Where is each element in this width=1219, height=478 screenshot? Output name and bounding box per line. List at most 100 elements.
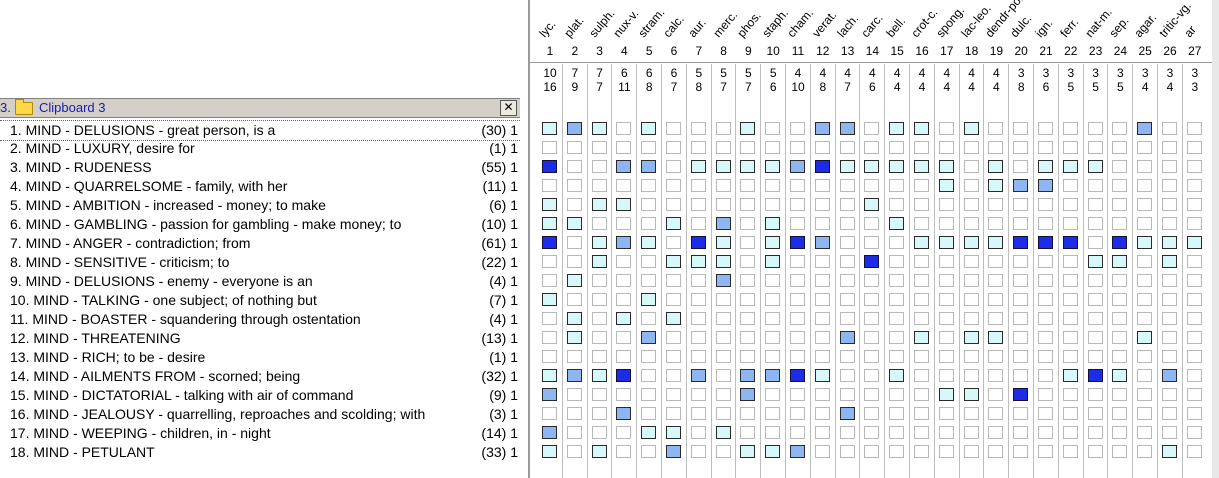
grade-cell[interactable] xyxy=(1187,331,1202,344)
grade-cell[interactable] xyxy=(939,369,954,382)
remedy-abbreviation[interactable]: plat. xyxy=(561,14,586,40)
grade-cell[interactable] xyxy=(641,141,656,154)
grade-cell[interactable] xyxy=(1063,445,1078,458)
grade-cell[interactable] xyxy=(641,426,656,439)
grade-cell[interactable] xyxy=(964,293,979,306)
grade-cell[interactable] xyxy=(840,160,855,173)
grade-cell[interactable] xyxy=(790,445,805,458)
grade-cell[interactable] xyxy=(1038,350,1053,363)
remedy-abbreviation[interactable]: phos. xyxy=(735,9,765,40)
grade-cell[interactable] xyxy=(1013,331,1028,344)
grade-cell[interactable] xyxy=(840,426,855,439)
grade-cell[interactable] xyxy=(815,350,830,363)
grade-cell[interactable] xyxy=(1038,160,1053,173)
grade-cell[interactable] xyxy=(864,445,879,458)
grade-cell[interactable] xyxy=(1013,445,1028,458)
grade-cell[interactable] xyxy=(716,236,731,249)
grade-cell[interactable] xyxy=(666,274,681,287)
grade-cell[interactable] xyxy=(914,445,929,458)
grade-cell[interactable] xyxy=(1088,255,1103,268)
grade-cell[interactable] xyxy=(716,369,731,382)
grade-cell[interactable] xyxy=(1187,445,1202,458)
grade-cell[interactable] xyxy=(616,122,631,135)
grade-cell[interactable] xyxy=(1063,198,1078,211)
grade-cell[interactable] xyxy=(1038,388,1053,401)
grade-cell[interactable] xyxy=(1112,274,1127,287)
grade-cell[interactable] xyxy=(542,141,557,154)
grade-cell[interactable] xyxy=(592,350,607,363)
grade-cell[interactable] xyxy=(666,388,681,401)
grade-cell[interactable] xyxy=(1013,198,1028,211)
grade-cell[interactable] xyxy=(1187,179,1202,192)
grade-cell[interactable] xyxy=(815,331,830,344)
grade-cell[interactable] xyxy=(740,388,755,401)
grade-cell[interactable] xyxy=(964,331,979,344)
grade-cell[interactable] xyxy=(840,445,855,458)
grade-cell[interactable] xyxy=(1038,445,1053,458)
grade-cell[interactable] xyxy=(691,236,706,249)
remedy-abbreviation[interactable]: merc. xyxy=(710,8,740,40)
grade-cell[interactable] xyxy=(988,293,1003,306)
grade-cell[interactable] xyxy=(616,426,631,439)
grade-cell[interactable] xyxy=(567,293,582,306)
grade-cell[interactable] xyxy=(840,198,855,211)
grade-cell[interactable] xyxy=(815,198,830,211)
grade-cell[interactable] xyxy=(1112,369,1127,382)
grade-cell[interactable] xyxy=(716,255,731,268)
grade-cell[interactable] xyxy=(1013,350,1028,363)
grade-cell[interactable] xyxy=(1162,350,1177,363)
grade-cell[interactable] xyxy=(716,331,731,344)
grade-cell[interactable] xyxy=(641,350,656,363)
grade-cell[interactable] xyxy=(765,179,780,192)
grade-cell[interactable] xyxy=(790,255,805,268)
grade-cell[interactable] xyxy=(666,236,681,249)
grade-cell[interactable] xyxy=(616,217,631,230)
grade-cell[interactable] xyxy=(1187,141,1202,154)
grade-cell[interactable] xyxy=(616,274,631,287)
grade-cell[interactable] xyxy=(1162,198,1177,211)
grade-cell[interactable] xyxy=(815,407,830,420)
grade-cell[interactable] xyxy=(592,407,607,420)
grade-cell[interactable] xyxy=(914,369,929,382)
grade-cell[interactable] xyxy=(616,293,631,306)
grade-cell[interactable] xyxy=(1112,141,1127,154)
grade-cell[interactable] xyxy=(592,236,607,249)
grade-cell[interactable] xyxy=(1013,274,1028,287)
grade-cell[interactable] xyxy=(889,198,904,211)
grade-cell[interactable] xyxy=(988,369,1003,382)
grade-cell[interactable] xyxy=(914,293,929,306)
grade-cell[interactable] xyxy=(1088,445,1103,458)
grade-cell[interactable] xyxy=(740,122,755,135)
grade-cell[interactable] xyxy=(889,293,904,306)
grade-cell[interactable] xyxy=(790,217,805,230)
grade-cell[interactable] xyxy=(864,122,879,135)
grade-cell[interactable] xyxy=(616,445,631,458)
grade-cell[interactable] xyxy=(567,331,582,344)
remedy-abbreviation[interactable]: aur. xyxy=(685,16,709,40)
grade-cell[interactable] xyxy=(964,217,979,230)
grade-cell[interactable] xyxy=(1137,350,1152,363)
grade-cell[interactable] xyxy=(616,179,631,192)
grade-cell[interactable] xyxy=(988,350,1003,363)
grade-cell[interactable] xyxy=(864,369,879,382)
grade-cell[interactable] xyxy=(889,217,904,230)
grade-cell[interactable] xyxy=(641,217,656,230)
grade-cell[interactable] xyxy=(840,179,855,192)
grade-cell[interactable] xyxy=(1162,141,1177,154)
grade-cell[interactable] xyxy=(691,426,706,439)
grade-cell[interactable] xyxy=(864,217,879,230)
grade-cell[interactable] xyxy=(1038,141,1053,154)
grade-cell[interactable] xyxy=(592,255,607,268)
grade-cell[interactable] xyxy=(1112,122,1127,135)
grade-cell[interactable] xyxy=(542,407,557,420)
grade-cell[interactable] xyxy=(1187,388,1202,401)
grade-cell[interactable] xyxy=(740,312,755,325)
grade-cell[interactable] xyxy=(1162,407,1177,420)
grade-cell[interactable] xyxy=(765,407,780,420)
remedy-abbreviation[interactable]: nat-m. xyxy=(1082,5,1115,40)
grade-cell[interactable] xyxy=(641,179,656,192)
remedy-abbreviation[interactable]: agar. xyxy=(1131,11,1159,40)
grade-cell[interactable] xyxy=(1088,179,1103,192)
grade-cell[interactable] xyxy=(864,426,879,439)
grade-cell[interactable] xyxy=(666,141,681,154)
